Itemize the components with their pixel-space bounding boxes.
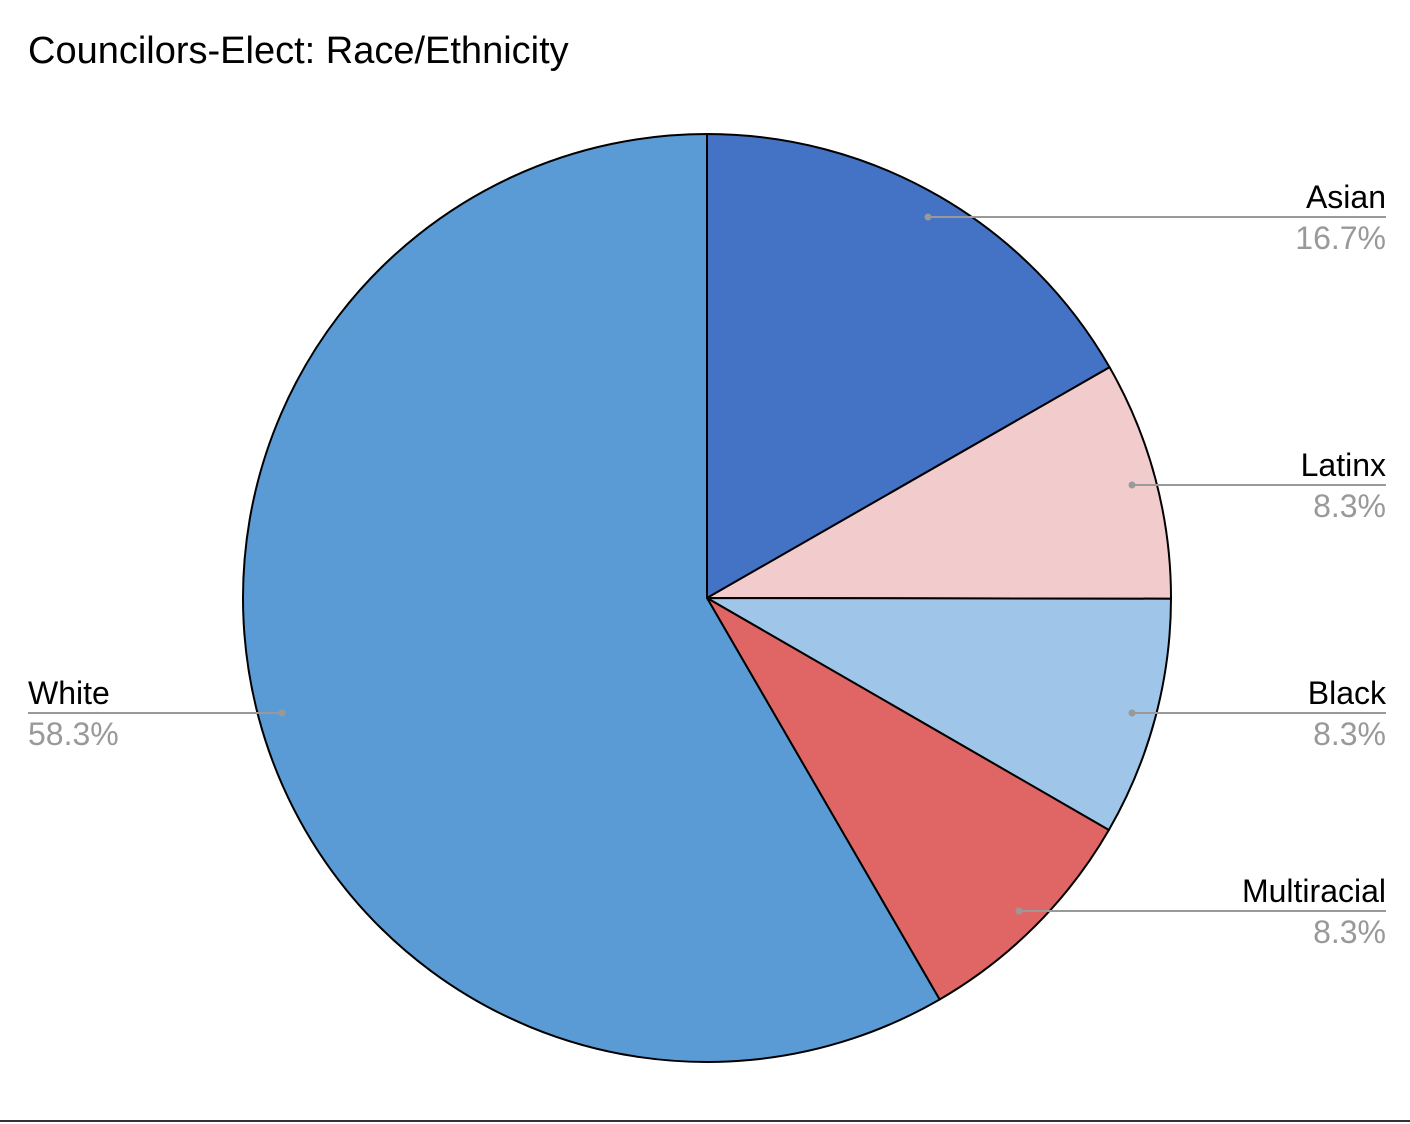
slice-label-multiracial: Multiracial bbox=[1242, 873, 1386, 909]
bottom-divider bbox=[0, 1120, 1410, 1122]
leader-dot-latinx bbox=[1128, 481, 1136, 489]
slice-value-multiracial: 8.3% bbox=[1313, 914, 1386, 950]
slice-label-black: Black bbox=[1308, 675, 1387, 711]
pie-slice-multiracial bbox=[706, 597, 1110, 1001]
slice-value-white: 58.3% bbox=[28, 716, 119, 752]
leader-dot-white bbox=[278, 709, 286, 717]
slice-label-latinx: Latinx bbox=[1301, 447, 1386, 483]
slice-label-asian: Asian bbox=[1306, 179, 1386, 215]
pie-slice-latinx bbox=[706, 366, 1173, 600]
pie-slice-white bbox=[242, 133, 941, 1063]
leader-dot-asian bbox=[924, 213, 932, 221]
pie-slice-asian bbox=[706, 133, 1111, 599]
slice-label-white: White bbox=[28, 675, 110, 711]
slice-value-latinx: 8.3% bbox=[1313, 488, 1386, 524]
pie-slice-black bbox=[706, 597, 1172, 831]
chart-title: Councilors-Elect: Race/Ethnicity bbox=[28, 30, 569, 72]
leader-dot-multiracial bbox=[1015, 907, 1023, 915]
slice-value-black: 8.3% bbox=[1313, 716, 1386, 752]
leader-dot-black bbox=[1128, 709, 1136, 717]
slice-value-asian: 16.7% bbox=[1295, 220, 1386, 256]
